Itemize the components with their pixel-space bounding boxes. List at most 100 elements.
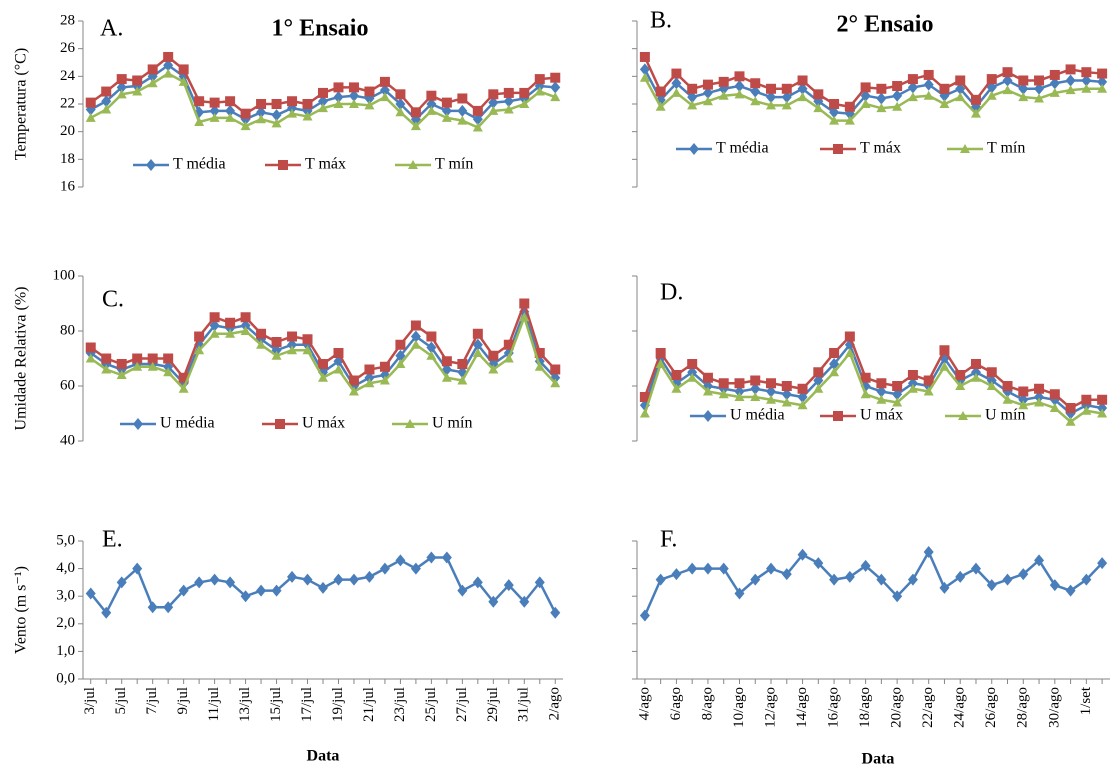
square-marker — [734, 378, 745, 389]
diamond-marker — [133, 418, 143, 430]
triangle-marker — [519, 99, 530, 108]
diamond-marker — [116, 81, 127, 94]
square-marker — [333, 348, 344, 358]
y-tick-label: 3,0 — [56, 588, 75, 604]
diamond-marker — [734, 385, 745, 398]
square-marker — [441, 356, 452, 367]
square-marker — [116, 359, 127, 369]
square-marker — [534, 74, 545, 85]
square-marker — [209, 97, 220, 108]
diamond-marker — [781, 568, 792, 581]
diamond-marker — [318, 581, 328, 594]
square-marker — [702, 79, 713, 90]
diamond-marker — [550, 81, 561, 94]
square-marker — [275, 419, 285, 429]
diamond-marker — [907, 81, 918, 94]
square-marker — [410, 107, 421, 118]
diamond-marker — [1034, 391, 1045, 403]
diamond-marker — [318, 95, 328, 108]
triangle-marker — [750, 392, 761, 401]
diamond-marker — [364, 371, 375, 384]
square-marker — [639, 392, 650, 402]
triangle-marker — [379, 92, 390, 102]
triangle-marker — [1002, 394, 1013, 404]
triangle-marker — [85, 353, 96, 363]
triangle-marker — [1049, 403, 1060, 412]
triangle-marker — [287, 108, 298, 118]
triangle-marker — [85, 112, 96, 122]
triangle-marker — [860, 389, 871, 399]
square-marker — [876, 83, 887, 94]
diamond-marker — [702, 86, 713, 99]
diamond-marker — [781, 388, 792, 401]
triangle-marker — [503, 353, 514, 363]
diamond-marker — [472, 113, 483, 126]
diamond-marker — [718, 562, 729, 575]
diamond-marker — [287, 570, 298, 583]
triangle-marker — [488, 105, 499, 115]
triangle-marker — [132, 361, 143, 371]
square-marker — [923, 375, 934, 386]
y-axis-label: Temperatura (°C) — [13, 48, 30, 160]
diamond-marker — [240, 590, 251, 603]
diamond-marker — [1002, 573, 1013, 586]
square-marker — [844, 101, 855, 112]
diamond-marker — [240, 319, 251, 332]
diamond-marker — [892, 89, 903, 102]
square-marker — [829, 348, 840, 358]
diamond-marker — [348, 89, 359, 102]
square-marker — [797, 75, 808, 86]
diamond-marker — [410, 562, 421, 575]
y-tick-label: 26 — [60, 40, 76, 56]
square-marker — [1018, 75, 1029, 86]
triangle-marker — [333, 364, 344, 374]
square-marker — [348, 82, 359, 93]
square-marker — [271, 99, 282, 109]
triangle-marker — [813, 103, 824, 113]
triangle-marker — [287, 345, 298, 355]
triangle-marker — [194, 345, 205, 355]
diamond-marker — [687, 91, 698, 104]
y-axis-label: Vento (m s⁻¹) — [13, 566, 30, 654]
square-marker — [860, 82, 871, 93]
square-marker — [441, 97, 452, 108]
diamond-marker — [955, 82, 966, 95]
square-marker — [766, 83, 777, 94]
diamond-marker — [734, 80, 745, 93]
square-marker — [488, 89, 499, 100]
diamond-marker — [379, 84, 390, 97]
square-marker — [132, 353, 143, 364]
diamond-marker — [225, 104, 236, 117]
square-marker — [781, 83, 792, 94]
x-tick-label: 11/jul — [206, 687, 222, 721]
triangle-marker — [939, 361, 950, 371]
triangle-marker — [781, 397, 792, 407]
triangle-marker — [750, 96, 761, 106]
triangle-marker — [734, 392, 745, 401]
y-tick-label: 16 — [60, 178, 76, 194]
triangle-marker — [348, 99, 359, 108]
square-marker — [101, 353, 112, 364]
diamond-marker — [844, 570, 855, 583]
diamond-marker — [639, 63, 650, 76]
y-tick-label: 80 — [60, 322, 75, 338]
diamond-marker — [671, 568, 682, 581]
y-tick-label: 1,0 — [56, 643, 75, 659]
x-tick-label: 29/jul — [485, 687, 501, 722]
triangle-marker — [472, 348, 483, 357]
triangle-marker — [163, 367, 174, 377]
triangle-marker — [970, 372, 981, 382]
diamond-marker — [797, 548, 808, 561]
square-marker — [955, 370, 966, 380]
diamond-marker — [1018, 393, 1029, 406]
square-marker — [379, 76, 390, 87]
legend-label: T mín — [987, 140, 1025, 157]
square-marker — [860, 372, 871, 383]
x-tick-label: 1/set — [1078, 686, 1094, 715]
triangle-marker — [860, 99, 871, 108]
diamond-marker — [209, 319, 220, 332]
triangle-marker — [797, 92, 808, 102]
triangle-marker — [639, 72, 650, 82]
y-tick-label: 28 — [60, 12, 75, 28]
triangle-marker — [426, 350, 437, 360]
